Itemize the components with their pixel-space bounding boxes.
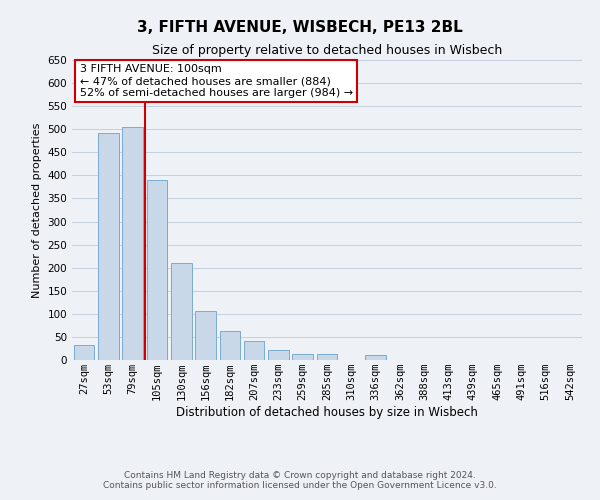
Title: Size of property relative to detached houses in Wisbech: Size of property relative to detached ho… (152, 44, 502, 58)
Bar (122, 127, 143, 360)
Bar (317, 354, 337, 360)
Bar (244, 341, 265, 360)
Bar (220, 332, 240, 360)
Y-axis label: Number of detached properties: Number of detached properties (32, 122, 42, 298)
Text: 3 FIFTH AVENUE: 100sqm
← 47% of detached houses are smaller (884)
52% of semi-de: 3 FIFTH AVENUE: 100sqm ← 47% of detached… (80, 64, 353, 98)
Bar (146, 180, 167, 360)
Bar (98, 133, 119, 360)
Bar (292, 354, 313, 360)
Bar (268, 350, 289, 360)
Bar (365, 355, 386, 360)
Text: Contains HM Land Registry data © Crown copyright and database right 2024.
Contai: Contains HM Land Registry data © Crown c… (103, 470, 497, 490)
X-axis label: Distribution of detached houses by size in Wisbech: Distribution of detached houses by size … (176, 406, 478, 419)
Bar (171, 263, 191, 360)
Text: 3, FIFTH AVENUE, WISBECH, PE13 2BL: 3, FIFTH AVENUE, WISBECH, PE13 2BL (137, 20, 463, 35)
Bar (74, 345, 94, 360)
Bar (195, 310, 216, 360)
